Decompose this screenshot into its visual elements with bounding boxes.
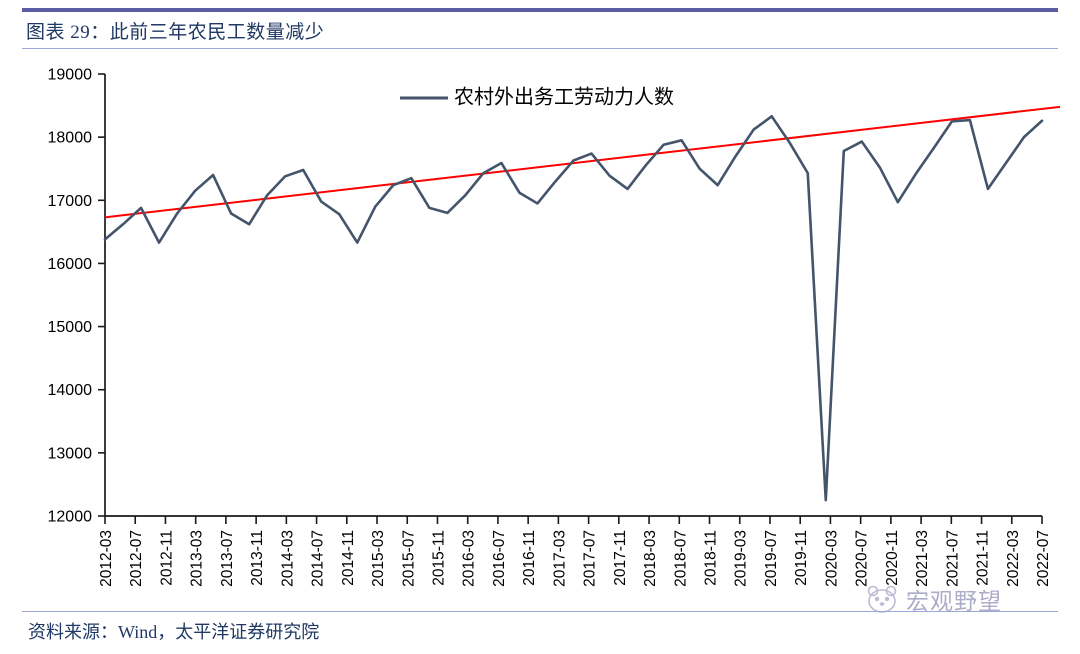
y-tick-label: 14000 bbox=[48, 382, 93, 399]
x-tick-label: 2020-07 bbox=[854, 530, 871, 587]
legend-label: 农村外出务工劳动力人数 bbox=[454, 86, 674, 109]
x-tick-label: 2019-07 bbox=[763, 530, 780, 587]
x-tick-label: 2013-03 bbox=[189, 530, 206, 587]
x-tick-label: 2016-07 bbox=[491, 530, 508, 587]
figure-title-block: 图表 29：此前三年农民工数量减少 bbox=[22, 8, 1058, 50]
x-tick-label: 2017-03 bbox=[551, 530, 568, 587]
y-tick-label: 17000 bbox=[48, 193, 93, 210]
x-axis-ticks: 2012-03 2012-07 2012-11 2013-03 2013-07 2013-… bbox=[98, 516, 1052, 587]
x-tick-label: 2012-07 bbox=[128, 530, 145, 587]
y-tick-label: 18000 bbox=[48, 130, 93, 147]
x-tick-label: 2021-11 bbox=[975, 530, 992, 586]
y-axis-ticks: 12000 13000 14000 15000 16000 17000 18000 19000 bbox=[48, 67, 105, 526]
x-tick-label: 2015-07 bbox=[400, 530, 417, 587]
x-tick-label: 2018-11 bbox=[703, 530, 720, 586]
x-tick-label: 2016-03 bbox=[461, 530, 478, 587]
x-tick-label: 2015-11 bbox=[430, 530, 447, 586]
chart-legend: 农村外出务工劳动力人数 bbox=[400, 86, 674, 109]
title-top-rule bbox=[22, 8, 1058, 12]
x-tick-label: 2015-03 bbox=[370, 530, 387, 587]
x-tick-label: 2014-07 bbox=[310, 530, 327, 587]
y-tick-label: 12000 bbox=[48, 509, 93, 526]
x-tick-label: 2022-03 bbox=[1005, 530, 1022, 587]
y-tick-label: 15000 bbox=[48, 319, 93, 336]
chart-container: 12000 13000 14000 15000 16000 17000 18000 19000… bbox=[0, 58, 1080, 598]
title-bottom-rule bbox=[22, 48, 1058, 50]
y-tick-label: 19000 bbox=[48, 67, 93, 84]
x-tick-label: 2012-03 bbox=[98, 530, 115, 587]
source-note: 资料来源：Wind，太平洋证券研究院 bbox=[28, 622, 320, 642]
y-tick-label: 13000 bbox=[48, 445, 93, 462]
series-path-migrant-workers bbox=[103, 115, 1044, 502]
x-tick-label: 2014-03 bbox=[279, 530, 296, 587]
x-tick-label: 2019-11 bbox=[793, 530, 810, 586]
x-tick-label: 2021-03 bbox=[914, 530, 931, 587]
x-tick-label: 2018-07 bbox=[672, 530, 689, 587]
y-tick-label: 16000 bbox=[48, 256, 93, 273]
x-tick-label: 2022-07 bbox=[1035, 530, 1052, 587]
page-title: 图表 29：此前三年农民工数量减少 bbox=[26, 22, 325, 43]
x-tick-label: 2013-07 bbox=[219, 530, 236, 587]
x-tick-label: 2017-11 bbox=[612, 530, 629, 586]
x-tick-label: 2020-03 bbox=[823, 530, 840, 587]
x-tick-label: 2012-11 bbox=[158, 530, 175, 586]
x-tick-label: 2021-07 bbox=[944, 530, 961, 587]
x-tick-label: 2018-03 bbox=[642, 530, 659, 587]
x-tick-label: 2019-03 bbox=[733, 530, 750, 587]
x-tick-label: 2013-11 bbox=[249, 530, 266, 586]
x-tick-label: 2017-07 bbox=[582, 530, 599, 587]
footer-rule bbox=[22, 610, 1058, 612]
trendline-path bbox=[104, 105, 1061, 219]
figure-source-block: 资料来源：Wind，太平洋证券研究院 bbox=[22, 610, 1058, 644]
line-chart: 12000 13000 14000 15000 16000 17000 18000 19000… bbox=[48, 67, 1061, 587]
x-tick-label: 2016-11 bbox=[521, 530, 538, 586]
x-tick-label: 2014-11 bbox=[340, 530, 357, 586]
x-tick-label: 2020-11 bbox=[884, 530, 901, 586]
